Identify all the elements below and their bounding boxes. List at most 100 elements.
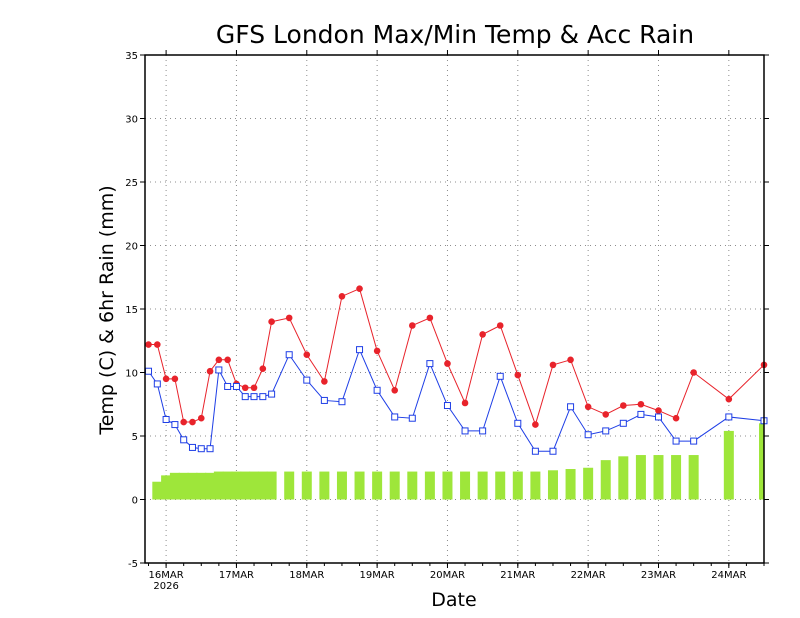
rain-bar	[671, 455, 682, 500]
y-axis-ticks: -5 0 5 10 15 20 25 30 35	[125, 51, 769, 570]
max-temp-point	[189, 418, 196, 426]
min-temp-point	[373, 386, 381, 394]
min-temp-point	[443, 402, 451, 410]
rain-bar	[301, 471, 312, 500]
min-temp-point	[514, 419, 522, 427]
min-temp-point	[188, 443, 196, 451]
rain-bar	[152, 481, 163, 500]
max-temp-point	[584, 403, 592, 411]
rain-bar	[319, 471, 330, 500]
max-temp-point	[461, 399, 469, 407]
max-temp-point	[180, 418, 187, 426]
rain-bar	[460, 471, 471, 500]
min-temp-point	[549, 447, 557, 455]
min-temp-point	[725, 413, 733, 421]
min-temp-point	[268, 390, 276, 398]
min-temp-point	[496, 372, 504, 380]
min-temp-point	[232, 382, 240, 390]
min-temp-point	[461, 427, 469, 435]
min-temp-point	[637, 410, 645, 418]
max-temp-point	[303, 351, 311, 359]
min-temp-point	[408, 414, 416, 422]
max-temp-point	[154, 341, 161, 348]
min-temp-point	[584, 431, 592, 439]
rain-bar	[196, 472, 207, 500]
min-temp-point	[690, 437, 698, 445]
max-temp-point	[514, 371, 522, 379]
max-temp-point	[250, 384, 258, 392]
rain-bar	[442, 471, 453, 500]
y-axis-label: Temp (C) & 6hr Rain (mm)	[96, 185, 118, 435]
x-tick-label: 23MAR	[641, 570, 676, 581]
max-temp-point	[268, 318, 275, 326]
max-temp-point	[321, 378, 328, 385]
max-temp-point	[215, 356, 223, 364]
max-temp-point	[373, 347, 381, 355]
rain-bar	[213, 471, 224, 500]
min-temp-point	[567, 403, 575, 411]
max-temp-point	[259, 365, 267, 372]
rain-bar	[222, 471, 233, 500]
rain-bar	[354, 471, 365, 500]
y-tick-label: 30	[125, 115, 138, 126]
min-temp-point	[303, 376, 311, 384]
min-temp-point	[250, 393, 258, 401]
rain-bar	[407, 471, 418, 500]
rain-bar	[424, 471, 435, 500]
rain-bar	[512, 471, 523, 500]
max-temp-point	[690, 369, 697, 376]
min-temp-series	[145, 346, 768, 455]
rain-bar	[759, 423, 764, 500]
rain-bar	[257, 471, 268, 500]
min-temp-point	[180, 436, 188, 444]
max-temp-point	[496, 322, 504, 329]
y-tick-label: 25	[125, 178, 138, 189]
rain-bar	[169, 472, 180, 500]
rain-bars	[152, 423, 764, 500]
rain-bar	[205, 472, 216, 500]
max-temp-point	[620, 402, 627, 409]
rain-bar	[240, 471, 251, 500]
rain-bar	[284, 471, 295, 500]
rain-bar	[249, 471, 260, 500]
min-temp-point	[320, 396, 328, 404]
max-temp-point	[197, 414, 205, 422]
rain-bar	[688, 455, 699, 500]
min-temp-point	[619, 419, 627, 427]
rain-bar	[600, 460, 611, 500]
max-temp-point	[549, 361, 557, 369]
rain-bar	[547, 470, 558, 500]
max-temp-point	[162, 375, 170, 383]
min-temp-point	[531, 447, 539, 455]
rain-bar	[723, 430, 734, 500]
min-temp-point	[162, 415, 170, 423]
max-temp-point	[338, 293, 346, 300]
min-temp-point	[672, 437, 680, 445]
rain-bar	[635, 455, 646, 500]
x-tick-label: 22MAR	[571, 570, 606, 581]
max-temp-point	[356, 285, 363, 292]
min-temp-point	[206, 445, 214, 453]
min-temp-point	[224, 382, 232, 390]
rain-bar	[653, 455, 664, 500]
x-tick-label: 17MAR	[219, 570, 254, 581]
max-temp-point	[285, 314, 293, 322]
x-tick-label: 19MAR	[360, 570, 395, 581]
min-temp-point	[338, 398, 346, 406]
x-axis-label: Date	[431, 589, 476, 611]
max-temp-point	[672, 414, 680, 422]
min-temp-point	[241, 393, 249, 401]
rain-bar	[530, 471, 541, 500]
max-temp-point	[408, 322, 416, 329]
max-temp-point	[171, 375, 179, 383]
max-temp-point	[391, 386, 399, 394]
y-tick-label: 10	[125, 369, 138, 380]
max-temp-point	[637, 400, 645, 408]
max-temp-point	[145, 341, 152, 348]
rain-bar	[477, 471, 488, 500]
max-temp-point	[444, 360, 451, 367]
min-temp-point	[153, 380, 161, 388]
min-temp-point	[197, 445, 205, 453]
max-temp-series	[145, 285, 768, 428]
